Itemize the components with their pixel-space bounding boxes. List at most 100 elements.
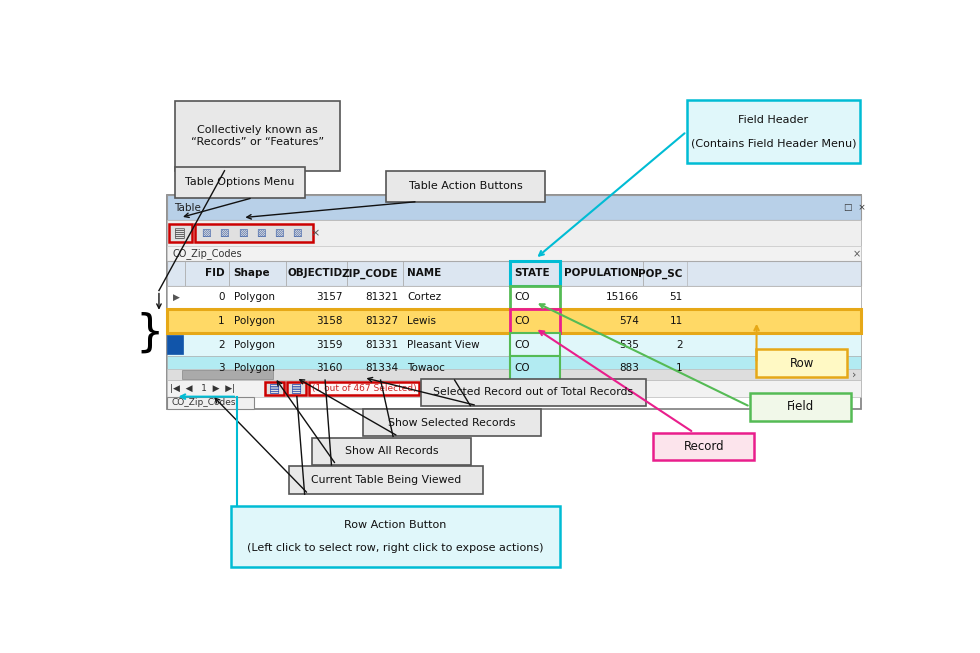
- Text: ›: ›: [853, 370, 857, 379]
- Text: ▨: ▨: [201, 229, 211, 238]
- Text: 3160: 3160: [317, 363, 342, 374]
- Text: ×: ×: [854, 249, 861, 259]
- Bar: [167, 380, 860, 396]
- Text: CO_Zip_Codes: CO_Zip_Codes: [172, 248, 242, 259]
- Text: 1: 1: [676, 363, 683, 374]
- Text: Row Action Button

(Left click to select row, right click to expose actions): Row Action Button (Left click to select …: [247, 520, 544, 553]
- Text: Polygon: Polygon: [233, 293, 274, 302]
- Bar: [511, 285, 561, 309]
- Text: Row: Row: [790, 357, 814, 370]
- Text: Table: Table: [174, 202, 201, 213]
- Text: Polygon: Polygon: [233, 363, 274, 374]
- Bar: [511, 333, 561, 357]
- Bar: [403, 261, 511, 285]
- Bar: [229, 261, 286, 285]
- Bar: [511, 309, 561, 333]
- Text: ▶: ▶: [172, 293, 179, 302]
- Text: ×: ×: [311, 229, 320, 238]
- Text: 15166: 15166: [606, 293, 639, 302]
- Text: ▤: ▤: [174, 227, 186, 240]
- Text: Table Action Buttons: Table Action Buttons: [409, 181, 522, 191]
- Text: Polygon: Polygon: [233, 316, 274, 326]
- Bar: [286, 382, 306, 394]
- Text: ZIP_CODE: ZIP_CODE: [341, 268, 398, 279]
- Text: Table Options Menu: Table Options Menu: [185, 178, 295, 187]
- Text: POPULATION: POPULATION: [564, 268, 639, 278]
- Text: CO_Zip_Codes: CO_Zip_Codes: [172, 398, 235, 407]
- Text: 2: 2: [676, 340, 683, 349]
- Text: POP_SC: POP_SC: [638, 268, 683, 279]
- Text: ▨: ▨: [274, 229, 284, 238]
- Bar: [167, 220, 860, 246]
- Bar: [511, 357, 561, 380]
- Bar: [231, 505, 561, 567]
- Text: (1 out of 467 Selected): (1 out of 467 Selected): [313, 384, 417, 393]
- Text: NAME: NAME: [407, 268, 441, 278]
- Bar: [167, 246, 860, 261]
- Text: 883: 883: [619, 363, 639, 374]
- Bar: [195, 224, 314, 242]
- Text: CO: CO: [514, 316, 530, 326]
- Bar: [167, 333, 860, 357]
- Text: 81334: 81334: [365, 363, 398, 374]
- Text: Shape: Shape: [233, 268, 270, 278]
- Bar: [175, 101, 339, 171]
- Text: CO: CO: [514, 293, 530, 302]
- Text: ▤: ▤: [290, 382, 302, 395]
- Bar: [386, 171, 545, 202]
- Text: ▨: ▨: [292, 229, 302, 238]
- Text: 3: 3: [218, 363, 224, 374]
- Text: 81327: 81327: [365, 316, 398, 326]
- Text: Show All Records: Show All Records: [345, 447, 439, 456]
- Bar: [167, 309, 860, 333]
- Text: OBJECTID: OBJECTID: [287, 268, 342, 278]
- Text: Collectively known as
“Records” or “Features”: Collectively known as “Records” or “Feat…: [191, 125, 324, 147]
- Text: Record: Record: [683, 440, 724, 453]
- Bar: [167, 369, 860, 380]
- Bar: [167, 261, 860, 285]
- Bar: [561, 261, 644, 285]
- Text: Field: Field: [787, 400, 814, 413]
- Text: 81321: 81321: [365, 293, 398, 302]
- Text: ▨: ▨: [220, 229, 229, 238]
- Bar: [757, 349, 847, 377]
- Text: 3158: 3158: [316, 316, 342, 326]
- Text: Towaoc: Towaoc: [407, 363, 445, 374]
- Text: Lewis: Lewis: [407, 316, 436, 326]
- Text: 0: 0: [218, 293, 224, 302]
- Bar: [687, 100, 860, 163]
- Bar: [167, 261, 185, 285]
- Text: 2: 2: [218, 340, 224, 349]
- Bar: [175, 167, 305, 198]
- Bar: [169, 224, 192, 242]
- Bar: [511, 261, 561, 285]
- Text: 51: 51: [669, 293, 683, 302]
- Text: Polygon: Polygon: [233, 340, 274, 349]
- Text: ▨: ▨: [256, 229, 266, 238]
- Text: Pleasant View: Pleasant View: [407, 340, 480, 349]
- Text: Cortez: Cortez: [407, 293, 441, 302]
- Text: CO: CO: [514, 340, 530, 349]
- Bar: [167, 396, 254, 409]
- Text: STATE: STATE: [514, 268, 551, 278]
- Text: CO: CO: [514, 363, 530, 374]
- Bar: [286, 261, 347, 285]
- Text: Current Table Being Viewed: Current Table Being Viewed: [311, 475, 462, 485]
- Bar: [654, 432, 755, 460]
- Text: |◀  ◀   1  ▶  ▶|: |◀ ◀ 1 ▶ ▶|: [171, 384, 235, 393]
- Bar: [313, 438, 471, 465]
- Text: Selected Record out of Total Records: Selected Record out of Total Records: [433, 387, 633, 397]
- Text: 3159: 3159: [316, 340, 342, 349]
- Text: 535: 535: [619, 340, 639, 349]
- Text: 3157: 3157: [316, 293, 342, 302]
- Bar: [167, 285, 860, 309]
- Bar: [363, 409, 541, 436]
- Bar: [751, 392, 851, 421]
- Text: }: }: [135, 311, 164, 355]
- Bar: [167, 309, 860, 333]
- Bar: [347, 261, 403, 285]
- Bar: [168, 335, 182, 354]
- Bar: [644, 261, 687, 285]
- Bar: [167, 195, 860, 409]
- Text: FID: FID: [205, 268, 224, 278]
